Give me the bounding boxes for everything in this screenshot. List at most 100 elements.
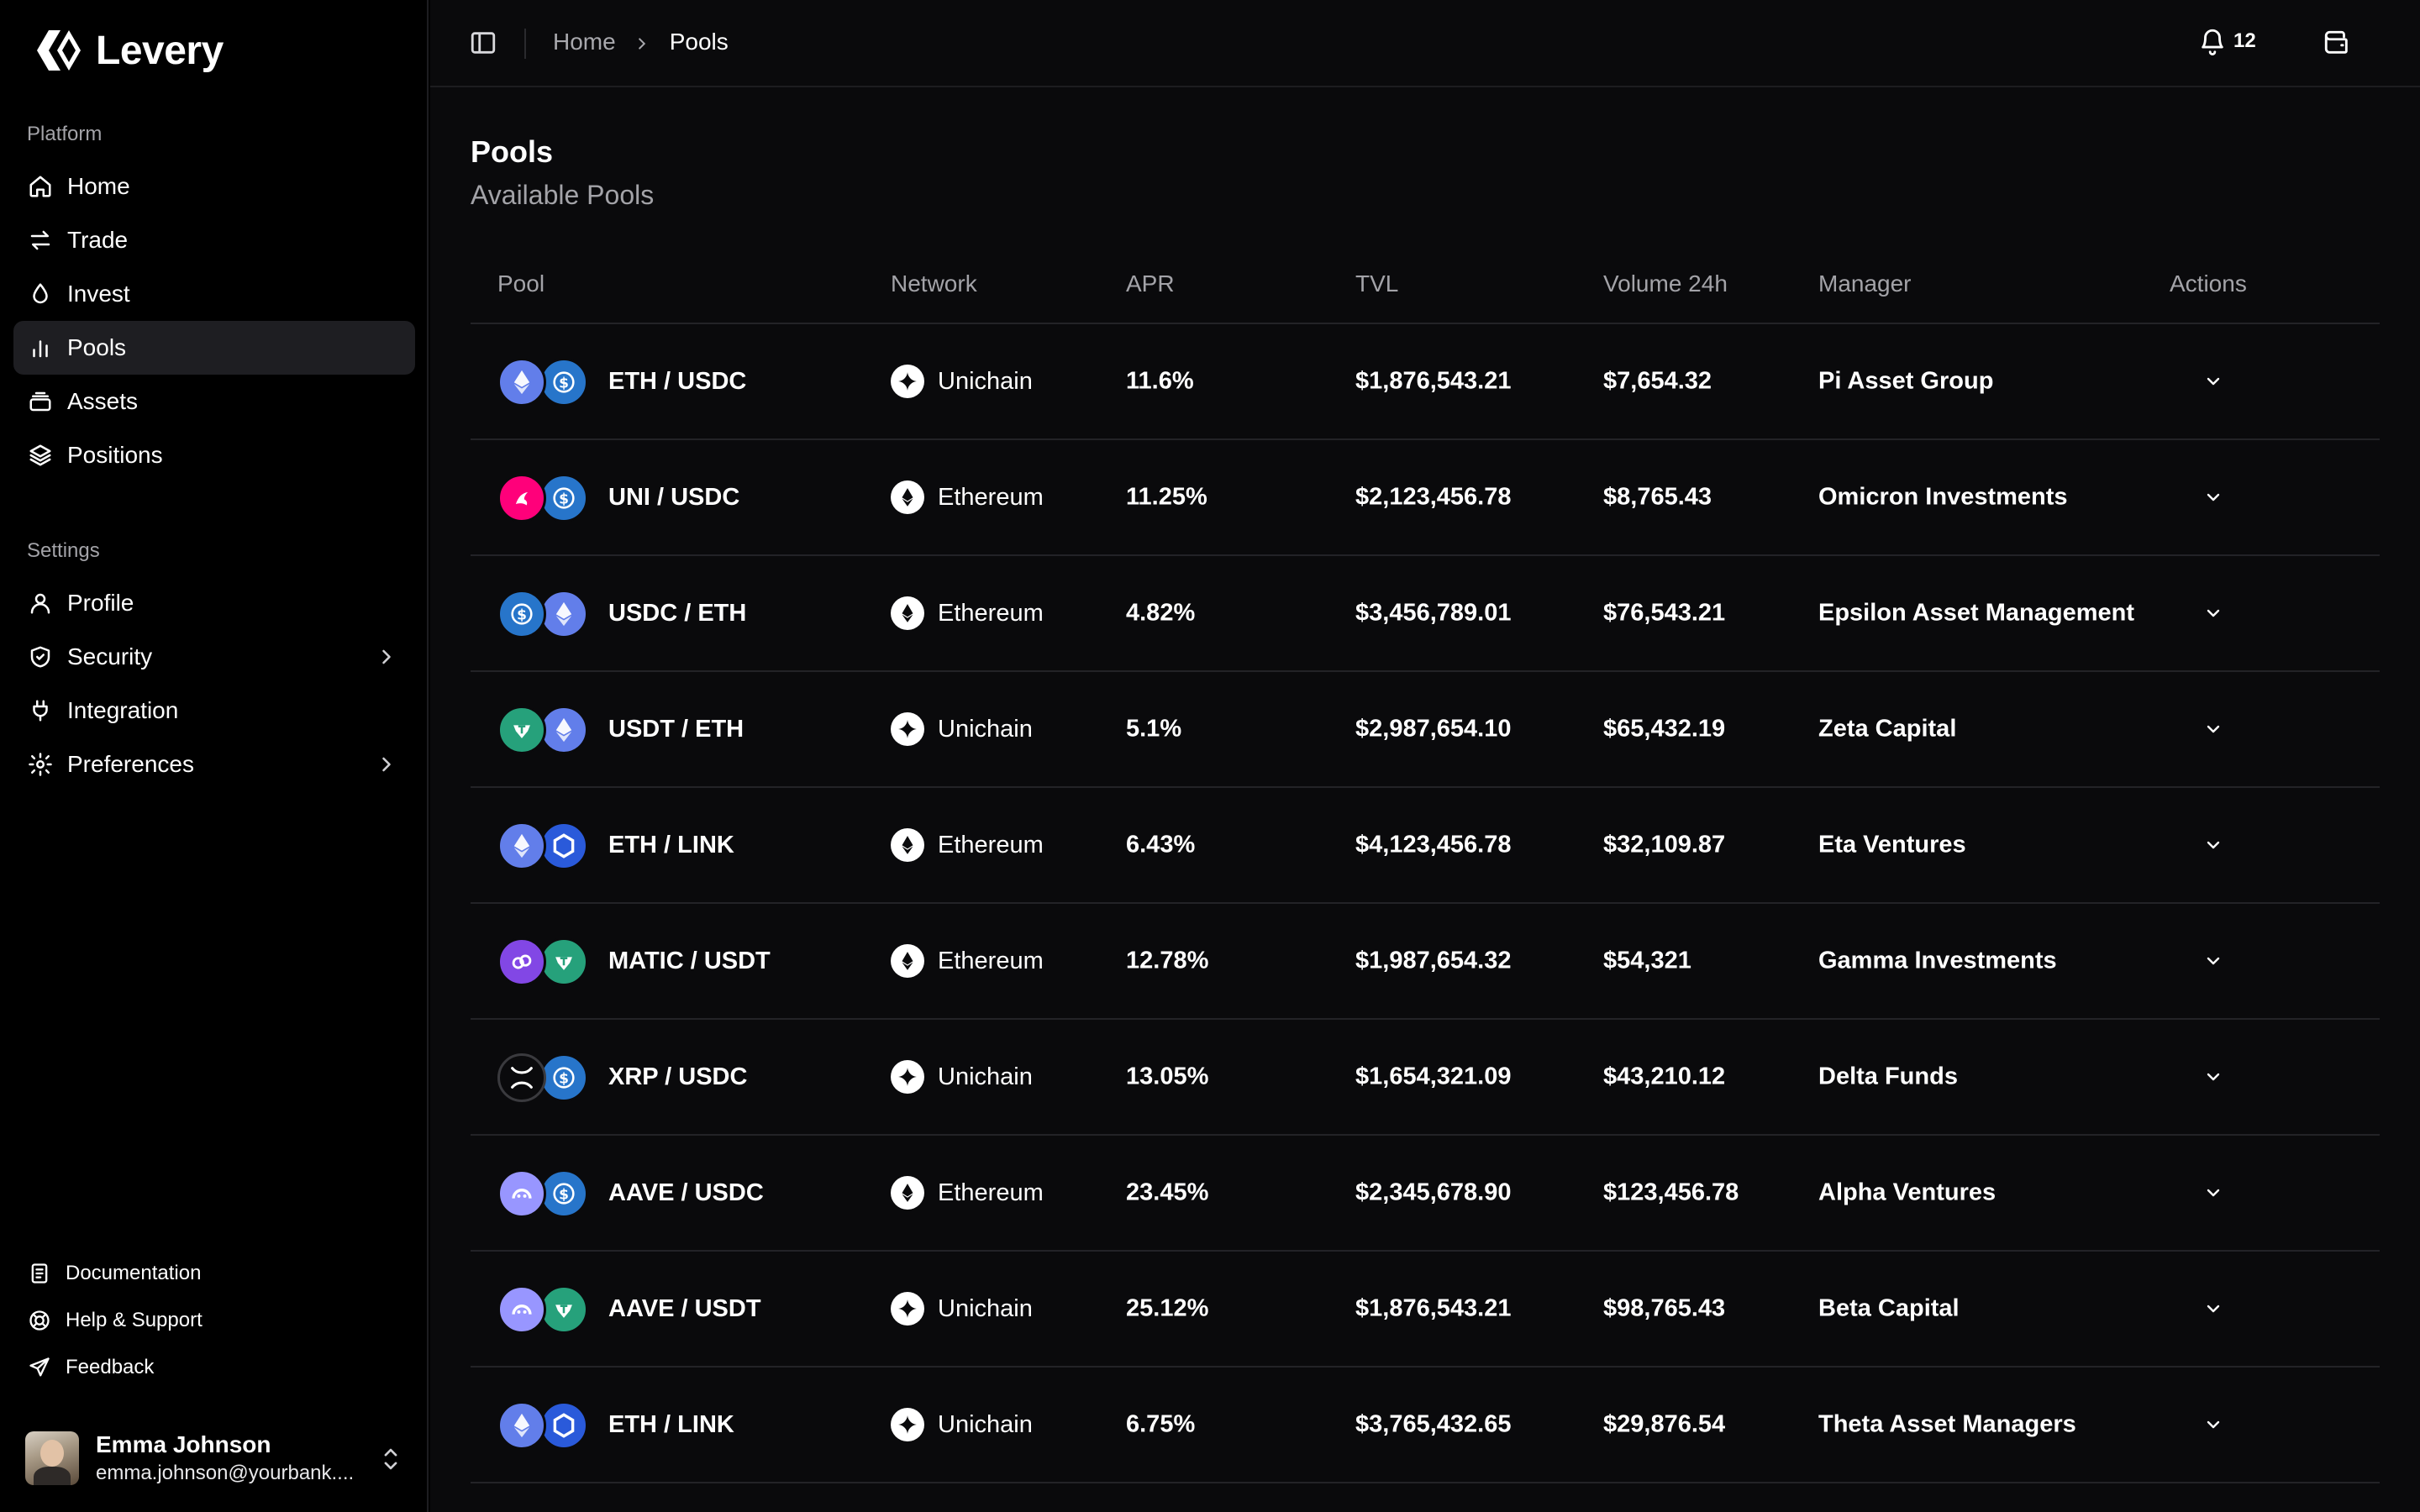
network-name: Ethereum: [938, 483, 1044, 511]
sidebar-item-feedback[interactable]: Feedback: [13, 1346, 415, 1389]
volume-value: $54,321: [1603, 947, 1691, 974]
pool-name: USDC / ETH: [608, 599, 747, 627]
network-cell: Unichain: [891, 1060, 1033, 1094]
network-cell: Unichain: [891, 365, 1033, 398]
breadcrumb-home-link[interactable]: Home: [553, 29, 616, 55]
sidebar-item-positions[interactable]: Positions: [13, 428, 415, 482]
table-row[interactable]: AAVE / USDT Unichain 25.12% $1,876,543.2…: [471, 1252, 2380, 1368]
sidebar-item-label: Profile: [67, 590, 134, 616]
pool-name: XRP / USDC: [608, 1063, 748, 1090]
chevron-right-icon: [375, 645, 398, 669]
sidebar-item-profile[interactable]: Profile: [13, 576, 415, 630]
row-actions-button[interactable]: [2196, 712, 2230, 746]
notifications-button[interactable]: 12: [2198, 27, 2256, 55]
apr-value: 6.43%: [1126, 831, 1196, 858]
network-name: Unichain: [938, 1294, 1033, 1322]
pool-cell: $ UNI / USDC: [497, 472, 739, 522]
usdt-token-icon: [539, 1285, 588, 1334]
sidebar: Levery Platform Home Trade Invest Pools …: [0, 0, 429, 1512]
gear-icon: [27, 751, 54, 778]
unichain-network-icon: [891, 1060, 924, 1094]
chevron-down-icon: [2207, 1420, 2220, 1429]
sidebar-item-label: Trade: [67, 227, 129, 253]
row-actions-button[interactable]: [2196, 365, 2230, 398]
column-header-actions: Actions: [2170, 270, 2247, 297]
droplet-icon: [27, 281, 54, 307]
table-row[interactable]: USDT / ETH Unichain 5.1% $2,987,654.10 $…: [471, 672, 2380, 788]
sidebar-item-integration[interactable]: Integration: [13, 684, 415, 738]
brand-name: Levery: [96, 28, 224, 73]
row-actions-button[interactable]: [2196, 828, 2230, 862]
user-email: emma.johnson@yourbank....: [96, 1462, 355, 1484]
stack-icon: [27, 388, 54, 415]
table-row[interactable]: ETH / LINK Unichain 6.75% $3,765,432.65 …: [471, 1368, 2380, 1483]
tvl-value: $1,876,543.21: [1355, 1294, 1512, 1322]
row-actions-button[interactable]: [2196, 944, 2230, 978]
table-row[interactable]: $ XRP / USDC Unichain 13.05% $1,654,321.…: [471, 1020, 2380, 1136]
table-row[interactable]: $ USDC / ETH Ethereum 4.82% $3,456,789.0…: [471, 556, 2380, 672]
sidebar-item-label: Positions: [67, 442, 163, 468]
table-row[interactable]: $ UNI / USDC Ethereum 11.25% $2,123,456.…: [471, 440, 2380, 556]
sidebar-item-label: Integration: [67, 697, 179, 723]
volume-value: $76,543.21: [1603, 599, 1726, 627]
sidebar-item-pools[interactable]: Pools: [13, 321, 415, 375]
sidebar-item-home[interactable]: Home: [13, 160, 415, 213]
network-name: Ethereum: [938, 599, 1044, 627]
network-name: Unichain: [938, 1063, 1033, 1090]
sidebar-toggle-button[interactable]: [469, 29, 499, 59]
row-actions-button[interactable]: [2196, 480, 2230, 514]
table-row[interactable]: ETH / LINK Ethereum 6.43% $4,123,456.78 …: [471, 788, 2380, 904]
pool-name: ETH / USDC: [608, 367, 747, 395]
network-name: Unichain: [938, 715, 1033, 743]
apr-value: 5.1%: [1126, 715, 1182, 743]
tvl-value: $2,123,456.78: [1355, 483, 1512, 511]
pool-cell: $ ETH / USDC: [497, 356, 746, 407]
table-row[interactable]: $ ETH / USDC Unichain 11.6% $1,876,543.2…: [471, 324, 2380, 440]
row-actions-button[interactable]: [2196, 1060, 2230, 1094]
sidebar-item-trade[interactable]: Trade: [13, 213, 415, 267]
token-pair: $: [497, 1052, 588, 1102]
topbar: Home Pools 12: [430, 0, 2420, 87]
column-header-tvl: TVL: [1355, 270, 1399, 297]
manager-name: Beta Capital: [1818, 1294, 1960, 1322]
sidebar-item-label: Feedback: [66, 1356, 155, 1378]
wallet-button[interactable]: [2323, 29, 2353, 59]
token-pair: [497, 1284, 588, 1334]
network-cell: Unichain: [891, 1408, 1033, 1441]
unichain-network-icon: [891, 1292, 924, 1326]
manager-name: Pi Asset Group: [1818, 367, 1994, 395]
sidebar-item-help-support[interactable]: Help & Support: [13, 1299, 415, 1342]
document-icon: [27, 1261, 52, 1286]
chevron-down-icon: [2207, 377, 2220, 386]
row-actions-button[interactable]: [2196, 1408, 2230, 1441]
user-menu[interactable]: Emma Johnson emma.johnson@yourbank....: [25, 1428, 412, 1488]
pool-cell: MATIC / USDT: [497, 936, 771, 986]
tvl-value: $2,345,678.90: [1355, 1179, 1512, 1206]
brand-logo[interactable]: Levery: [32, 25, 224, 76]
notification-count: 12: [2233, 29, 2256, 52]
column-header-manager: Manager: [1818, 270, 1912, 297]
volume-value: $98,765.43: [1603, 1294, 1726, 1322]
pool-name: ETH / LINK: [608, 1410, 734, 1438]
sidebar-item-invest[interactable]: Invest: [13, 267, 415, 321]
column-header-pool: Pool: [497, 270, 545, 297]
page-subtitle: Available Pools: [471, 180, 655, 210]
sidebar-item-preferences[interactable]: Preferences: [13, 738, 415, 791]
sidebar-item-documentation[interactable]: Documentation: [13, 1252, 415, 1295]
table-row[interactable]: MATIC / USDT Ethereum 12.78% $1,987,654.…: [471, 904, 2380, 1020]
apr-value: 23.45%: [1126, 1179, 1209, 1206]
sidebar-item-security[interactable]: Security: [13, 630, 415, 684]
row-actions-button[interactable]: [2196, 1176, 2230, 1210]
ethereum-network-icon: [891, 944, 924, 978]
row-actions-button[interactable]: [2196, 596, 2230, 630]
bell-icon: [2202, 29, 2223, 55]
network-name: Ethereum: [938, 831, 1044, 858]
sidebar-item-assets[interactable]: Assets: [13, 375, 415, 428]
eth-token-icon: [539, 706, 588, 754]
row-actions-button[interactable]: [2196, 1292, 2230, 1326]
pool-cell: USDT / ETH: [497, 704, 744, 754]
token-pair: $: [497, 1168, 588, 1218]
table-row[interactable]: $ AAVE / USDC Ethereum 23.45% $2,345,678…: [471, 1136, 2380, 1252]
user-name: Emma Johnson: [96, 1431, 271, 1457]
token-pair: [497, 1399, 588, 1450]
